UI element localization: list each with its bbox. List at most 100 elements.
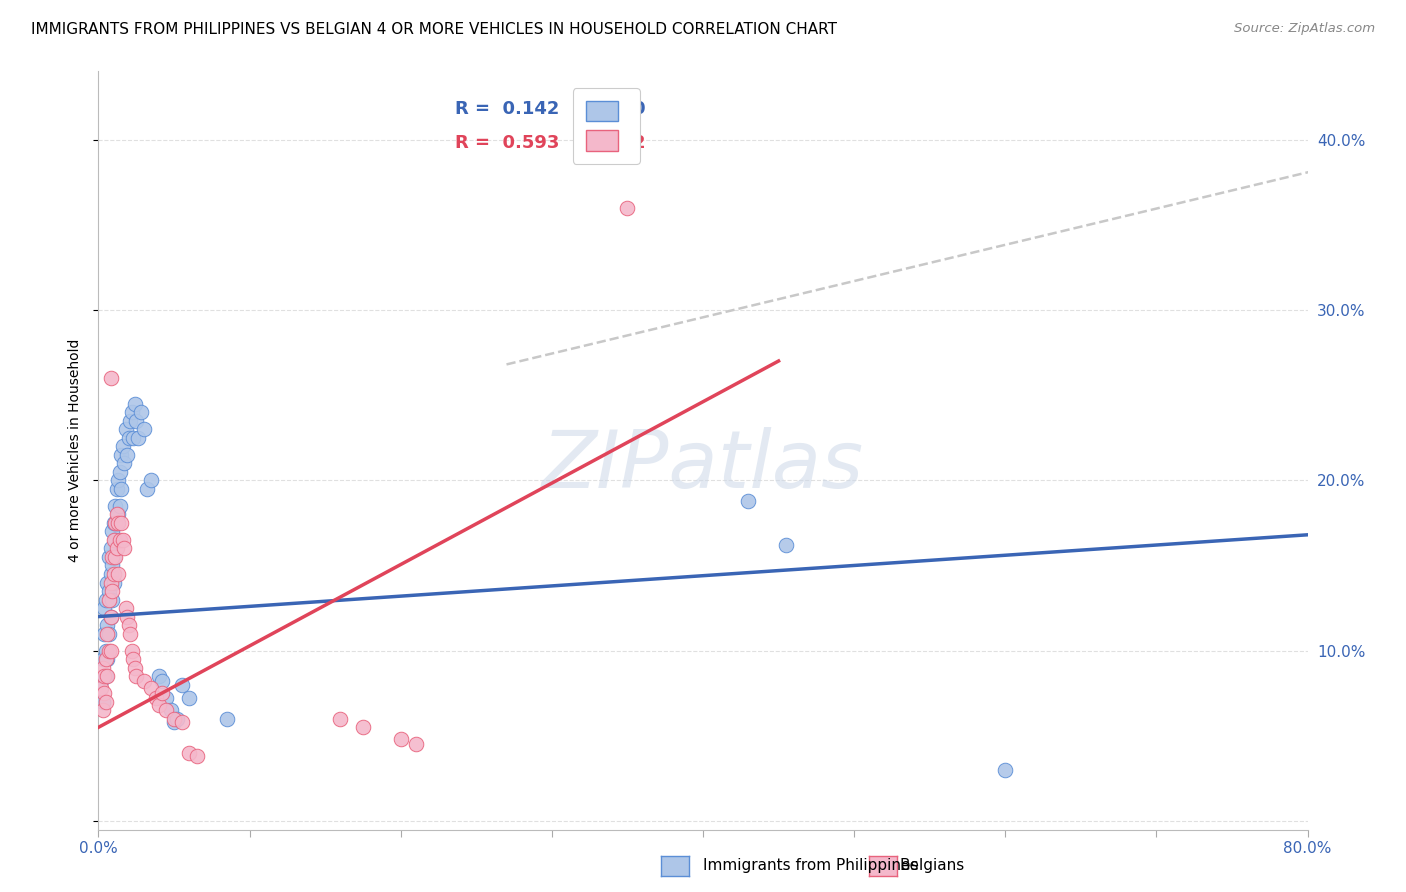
Point [94,695,117,709]
Point [179,691,201,706]
Legend: , : , [572,88,640,164]
Point [111,533,134,547]
Point [110,448,132,462]
Text: R =  0.593   N = 52: R = 0.593 N = 52 [456,135,645,153]
Point [115,609,138,624]
Point [141,681,163,695]
Point [170,678,193,692]
Point [100,566,122,581]
Point [101,549,124,564]
Point [105,482,128,496]
Point [100,371,122,385]
Point [389,732,412,747]
Point [166,712,188,726]
Point [91,661,114,675]
Point [120,414,142,428]
Point [179,746,201,760]
Point [103,516,125,530]
Point [100,643,122,657]
Point [737,493,759,508]
Point [98,549,121,564]
Y-axis label: 4 or more Vehicles in Household: 4 or more Vehicles in Household [69,339,83,562]
Point [105,516,128,530]
Point [118,431,141,445]
Point [160,703,183,717]
Text: Immigrants from Philippines: Immigrants from Philippines [703,858,918,872]
Point [98,643,121,657]
Point [132,422,155,436]
Point [101,558,124,573]
Point [93,686,115,700]
Point [112,541,135,556]
Point [91,695,114,709]
Point [111,439,134,453]
Point [110,482,132,496]
Point [163,715,186,730]
Point [170,715,193,730]
Point [93,626,115,640]
Point [101,524,124,539]
Point [775,538,797,552]
Point [96,652,118,666]
Point [93,669,115,683]
Point [98,584,121,599]
Point [155,703,177,717]
Point [104,533,127,547]
Point [329,712,352,726]
Point [135,482,157,496]
Point [148,698,170,713]
Point [90,674,112,689]
Point [186,749,208,764]
Point [98,626,121,640]
Point [118,618,141,632]
Text: Source: ZipAtlas.com: Source: ZipAtlas.com [1234,22,1375,36]
Point [616,201,638,215]
Point [148,669,170,683]
Point [100,575,122,590]
Point [114,601,136,615]
Point [107,473,129,487]
Point [94,592,117,607]
Point [104,499,127,513]
Point [132,674,155,689]
Point [105,508,128,522]
Point [163,712,186,726]
Point [124,396,146,410]
Point [103,575,125,590]
Point [101,584,124,599]
Point [100,609,122,624]
Point [105,541,128,556]
Point [124,661,146,675]
Text: R =  0.142   N = 60: R = 0.142 N = 60 [456,100,645,119]
Point [108,465,131,479]
Point [100,609,122,624]
Point [125,669,148,683]
Point [141,473,163,487]
Point [122,652,145,666]
Point [129,405,152,419]
Point [103,566,125,581]
Point [91,703,114,717]
Point [101,592,124,607]
Point [155,691,177,706]
Point [114,422,136,436]
Point [100,541,122,556]
Point [150,686,173,700]
Point [96,618,118,632]
Point [107,516,129,530]
Point [110,516,132,530]
Point [94,643,117,657]
Point [145,691,167,706]
Point [96,626,118,640]
Point [107,566,129,581]
Point [104,549,127,564]
Point [215,712,238,726]
Point [352,720,374,734]
Point [93,601,115,615]
Text: IMMIGRANTS FROM PHILIPPINES VS BELGIAN 4 OR MORE VEHICLES IN HOUSEHOLD CORRELATI: IMMIGRANTS FROM PHILIPPINES VS BELGIAN 4… [31,22,837,37]
Point [103,549,125,564]
Point [103,533,125,547]
Point [94,652,117,666]
Point [121,643,143,657]
Point [108,499,131,513]
